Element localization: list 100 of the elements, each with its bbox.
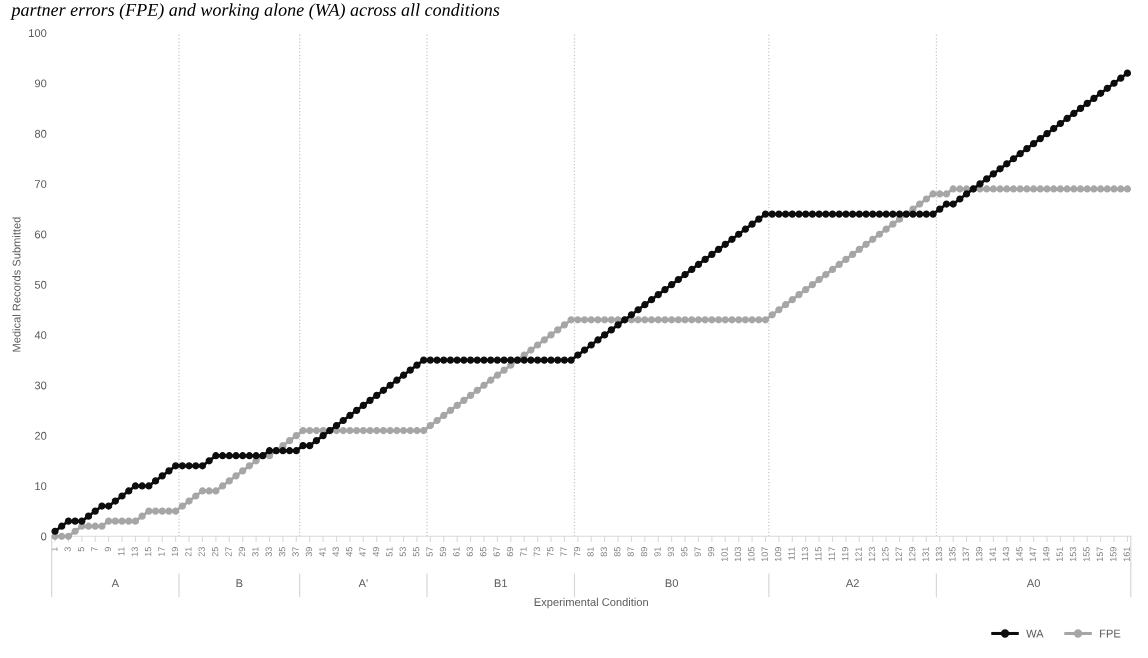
x-tick-label: 53 [399,547,406,557]
x-tick-label: 5 [77,547,85,552]
x-tick-label: 99 [707,547,715,557]
x-tick-label: 31 [252,547,259,557]
text: A0 [1026,579,1040,588]
x-tick-label: 161 [1123,547,1130,562]
x-tick-label: 61 [453,547,460,557]
x-tick-label: 69 [506,547,514,557]
text: A2 [845,579,859,587]
x-tick-label: 71 [520,547,527,557]
x-tick-label: 23 [198,547,205,557]
x-tick-label: 77 [560,547,567,557]
text: B [236,579,243,587]
x-tick-label: 57 [426,547,433,557]
x-tick-label: 159 [1110,547,1117,562]
x-tick-label: 43 [332,547,339,557]
x-tick-label: 129 [908,547,916,562]
x-tick-label: 149 [1043,547,1050,562]
x-tick-label: 109 [774,547,782,562]
x-tick-label: 89 [640,547,648,557]
x-tick-label: 81 [587,547,594,557]
x-tick-label: 45 [346,547,353,557]
x-tick-label: 155 [1083,547,1090,562]
text: B0 [665,579,679,588]
x-tick-label: 13 [131,547,138,557]
x-tick-label: 157 [1096,547,1104,562]
x-tick-label: 59 [439,547,447,557]
x-tick-label: 151 [1056,547,1063,562]
x-tick-label: 107 [761,547,768,562]
x-tick-label: 123 [868,547,876,562]
x-tick-label: 7 [91,547,98,552]
x-tick-label: 153 [1069,547,1077,562]
x-tick-label: 37 [292,547,299,557]
y-tick-label: 70 [35,180,47,189]
x-tick-label: 55 [413,547,420,557]
x-tick-label: 133 [935,547,943,562]
x-tick-label: 25 [211,547,219,557]
y-tick-label: 0 [41,532,47,541]
y-tick-label: 30 [34,381,47,390]
x-tick-label: 65 [480,547,487,557]
x-tick-label: 35 [278,547,286,557]
x-tick-label: 143 [1002,547,1010,562]
x-tick-label: 33 [265,547,272,557]
x-tick-label: 39 [305,547,313,557]
y-tick-label: 40 [34,331,47,340]
x-tick-label: 17 [158,547,165,557]
x-tick-label: 111 [788,547,795,560]
x-tick-label: 51 [386,547,393,557]
y-tick-label: 80 [34,129,47,138]
x-tick-label: 139 [976,547,983,562]
y-tick-label: 20 [35,431,47,440]
x-tick-label: 29 [238,547,246,557]
x-tick-label: 67 [493,547,500,557]
x-tick-label: 105 [748,547,755,562]
x-tick-label: 15 [144,547,152,557]
x-tick-label: 119 [841,547,849,561]
x-tick-label: 147 [1029,547,1036,562]
y-tick-label: 10 [35,482,47,491]
y-tick-label: 60 [35,230,47,239]
x-tick-label: 3 [64,547,71,552]
text: B1 [494,579,507,587]
x-tick-label: 91 [654,547,661,557]
x-tick-label: 9 [104,547,112,552]
x-tick-label: 75 [547,547,554,557]
text: A [111,579,120,587]
x-tick-label: 93 [667,547,675,557]
x-tick-label: 63 [466,547,473,557]
x-tick-label: 141 [989,547,996,562]
x-tick-label: 113 [801,547,809,561]
x-tick-label: 27 [225,547,232,557]
x-tick-label: 87 [627,547,634,557]
x-tick-label: 137 [962,547,969,562]
x-tick-label: 47 [359,547,366,557]
x-tick-label: 101 [721,547,728,562]
x-tick-label: 135 [949,547,956,562]
x-tick-label: 121 [855,547,862,562]
y-tick-label: 100 [29,29,47,38]
legend-label: FPE [1100,629,1121,638]
x-tick-label: 41 [319,547,326,557]
x-tick-label: 103 [734,547,742,562]
x-tick-label: 95 [681,547,688,557]
y-axis-title: Medical Records Submitted [12,217,21,352]
x-tick-label: 73 [533,547,541,557]
x-tick-label: 21 [185,547,192,557]
x-tick-label: 127 [895,547,902,562]
text: A' [358,579,368,587]
x-axis-title: Experimental Condition [534,597,648,609]
legend-label: WA [1026,629,1044,638]
x-tick-label: 125 [882,547,889,562]
y-tick-label: 90 [34,79,47,88]
x-tick-label: 85 [614,547,621,557]
x-tick-label: 49 [372,547,380,557]
x-tick-label: 145 [1016,547,1023,562]
x-tick-label: 117 [828,547,835,561]
x-tick-label: 19 [171,547,179,557]
x-tick-label: 83 [600,547,608,557]
x-tick-label: 11 [118,547,125,556]
x-tick-label: 79 [573,547,581,557]
y-tick-label: 50 [34,280,47,289]
x-tick-label: 115 [815,547,822,561]
